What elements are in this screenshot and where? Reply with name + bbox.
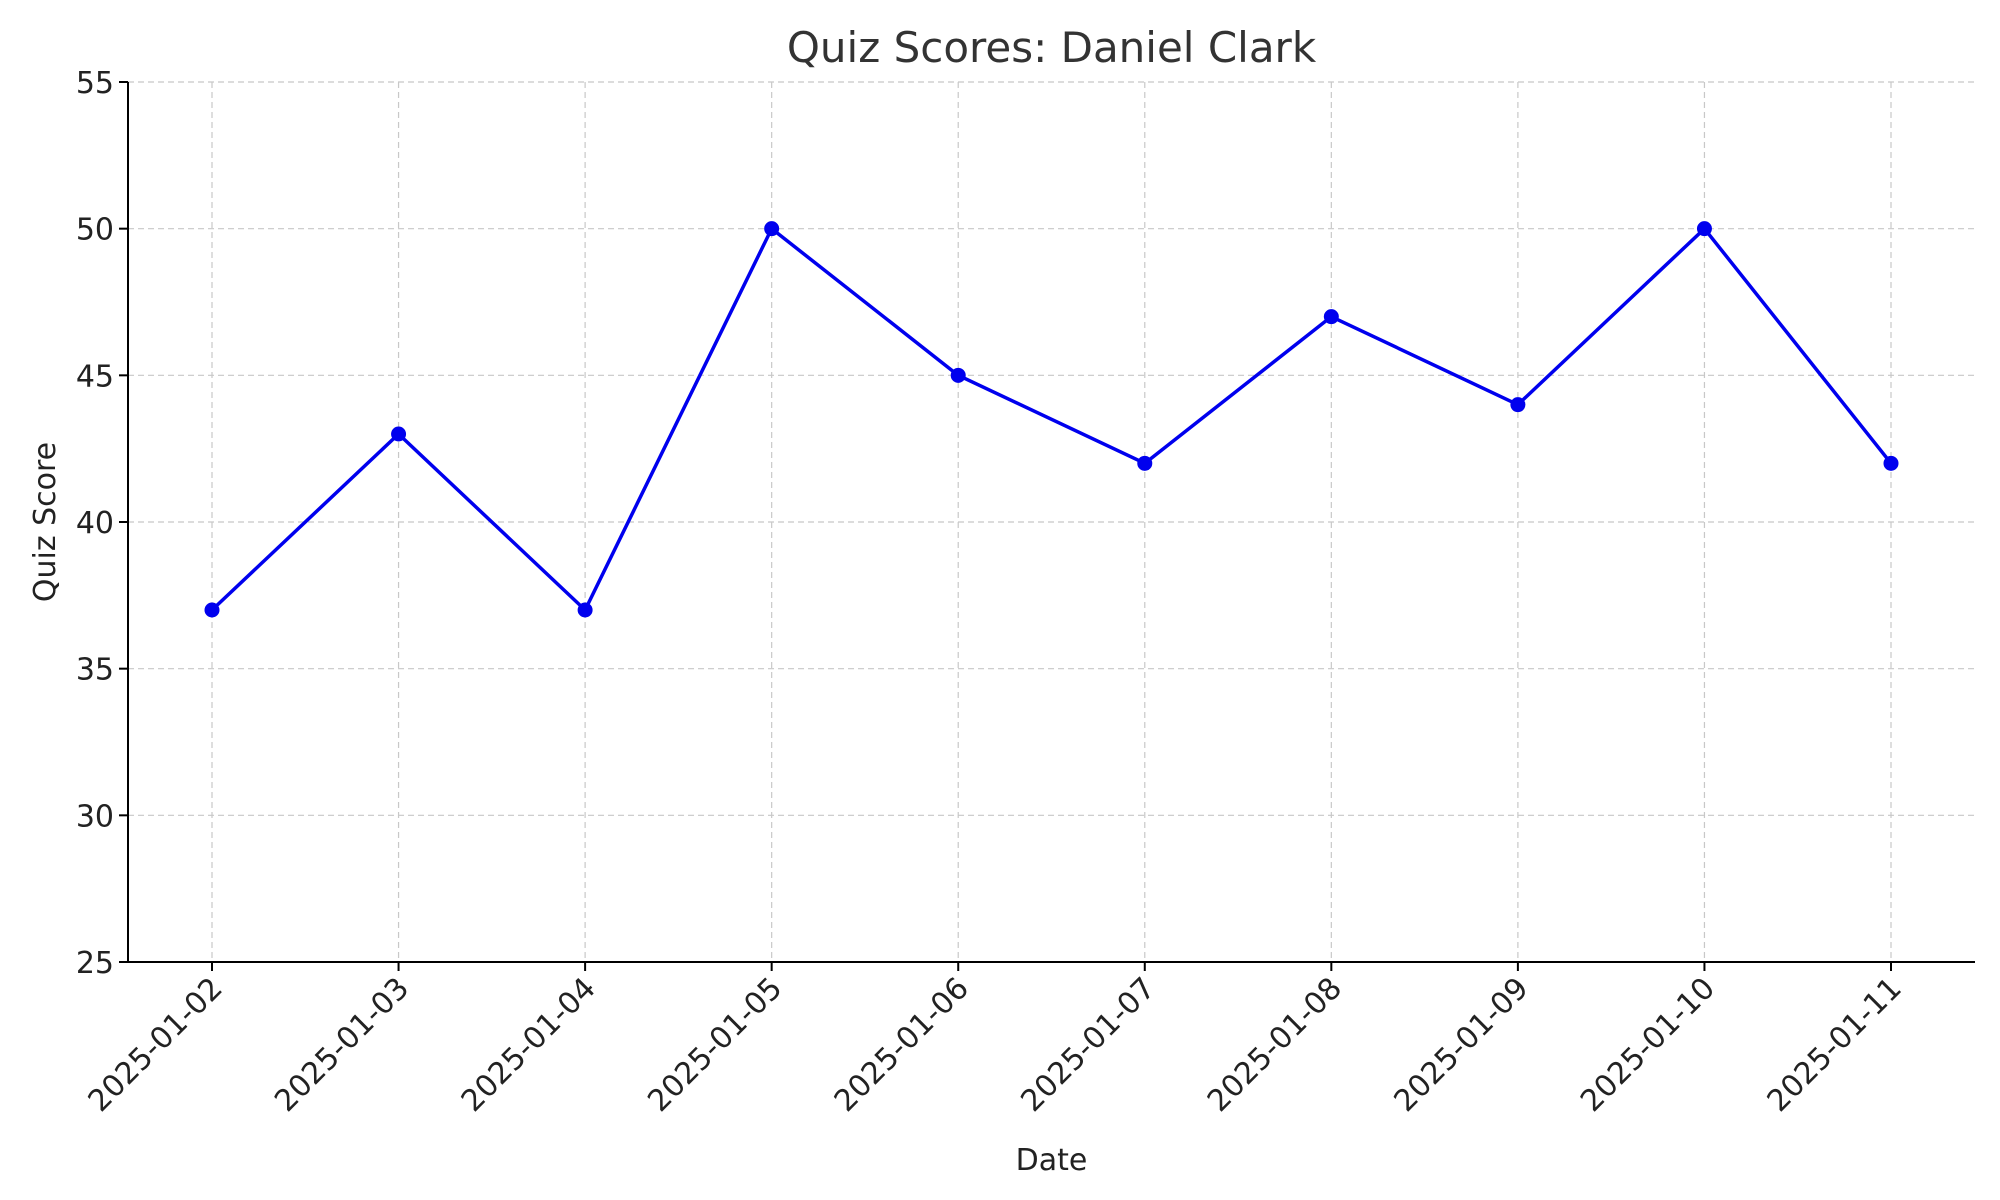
- data-point: [1323, 309, 1339, 325]
- grid: [128, 81, 1975, 963]
- data-point: [1883, 455, 1899, 471]
- data-point: [764, 221, 780, 237]
- data-point: [950, 367, 966, 383]
- x-axis-label: Date: [1016, 1143, 1088, 1178]
- data-point: [1510, 397, 1526, 413]
- y-tick-label: 30: [76, 799, 114, 834]
- data-point: [1696, 221, 1712, 237]
- series-line: [210, 226, 1893, 612]
- data-point: [391, 426, 407, 442]
- x-tick-label: 2025-01-05: [641, 971, 789, 1119]
- y-tick-label: 50: [76, 213, 114, 248]
- x-tick-label: 2025-01-10: [1574, 971, 1722, 1119]
- x-tick-label: 2025-01-08: [1201, 971, 1349, 1119]
- y-tick-label: 40: [76, 506, 114, 541]
- y-axis-label: Quiz Score: [28, 442, 63, 602]
- series: [204, 221, 1899, 618]
- data-point: [577, 602, 593, 618]
- y-tick-label: 45: [76, 359, 114, 394]
- x-tick-label: 2025-01-06: [828, 971, 976, 1119]
- x-tick-label: 2025-01-09: [1388, 971, 1536, 1119]
- x-tick-label: 2025-01-03: [268, 971, 416, 1119]
- x-tick-label: 2025-01-02: [82, 971, 230, 1119]
- y-tick-label: 35: [76, 653, 114, 688]
- data-point: [1137, 455, 1153, 471]
- chart-title: Quiz Scores: Daniel Clark: [787, 23, 1317, 72]
- x-tick-label: 2025-01-11: [1761, 971, 1909, 1119]
- data-point: [204, 602, 220, 618]
- y-tick-label: 25: [76, 946, 114, 981]
- x-tick-label: 2025-01-07: [1014, 971, 1162, 1119]
- y-tick-label: 55: [76, 66, 114, 101]
- x-tick-label: 2025-01-04: [455, 971, 603, 1119]
